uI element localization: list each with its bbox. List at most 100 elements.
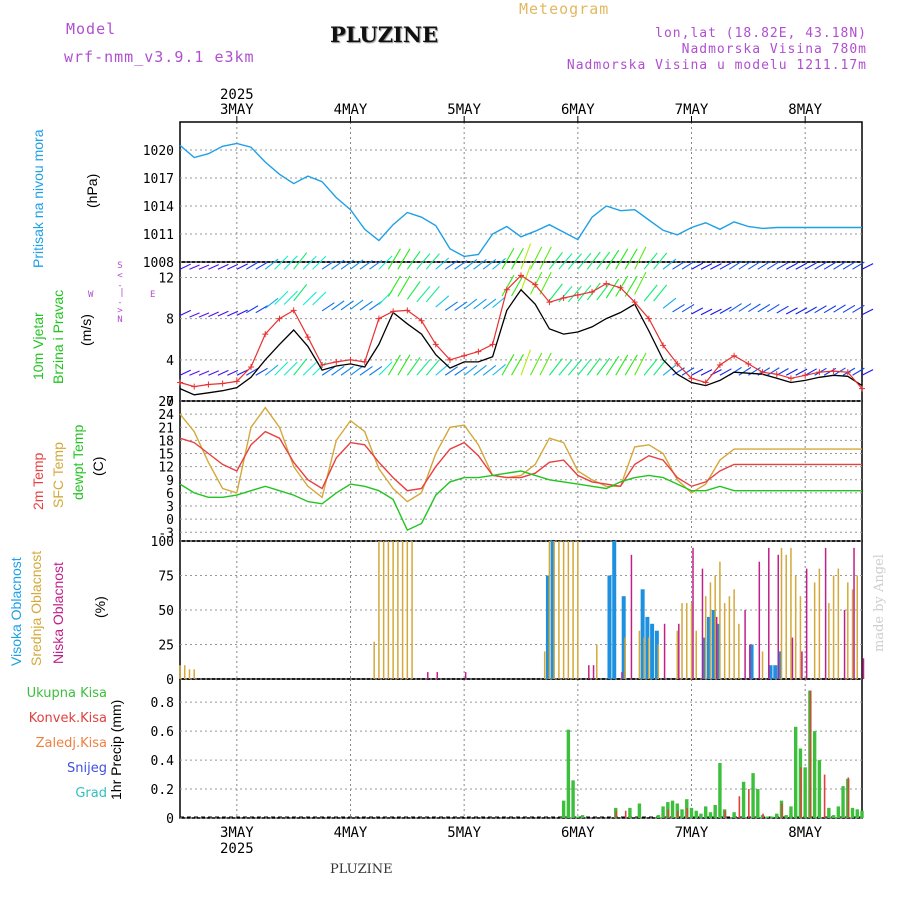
precip-total-bar	[784, 815, 788, 818]
wind-barb	[198, 312, 210, 318]
wind-barb	[596, 357, 611, 376]
precip-total-bar	[793, 726, 798, 818]
wind-barb	[454, 366, 468, 376]
wind-gust-marker	[489, 341, 496, 348]
wind-barb	[662, 364, 677, 376]
wind-barb	[643, 284, 658, 302]
wind-barb	[757, 303, 771, 313]
elevation-label: Nadmorska Visina 780m	[681, 42, 867, 57]
y-tick-label: 0	[166, 673, 174, 688]
wind-barb	[615, 248, 629, 270]
wind-barb	[331, 300, 345, 311]
wind-barb	[691, 307, 704, 315]
y-tick-label: 100	[151, 535, 174, 550]
wind-barb	[795, 262, 808, 270]
wind-barb	[359, 259, 373, 270]
cloud-high-bar	[777, 651, 782, 679]
top-day-label: 3MAY	[220, 102, 254, 118]
y-tick-label: 75	[158, 570, 174, 585]
wind-gust-marker	[191, 383, 198, 390]
cloud-high-bar	[550, 541, 555, 679]
panel-frame	[179, 678, 863, 819]
wind-barb	[350, 365, 364, 376]
wind-barb	[634, 271, 647, 295]
compass-glyph: N	[117, 315, 122, 325]
wind-barb	[700, 308, 713, 316]
precip-convective-bar	[624, 810, 627, 818]
wind-gust-marker	[532, 281, 539, 288]
precip-convective-bar	[667, 809, 670, 818]
wind-barb	[340, 300, 354, 311]
y-tick-label: 1017	[143, 172, 174, 187]
wind-barb	[350, 299, 364, 310]
cloud-high-bar	[612, 541, 617, 679]
wind-barb	[492, 257, 506, 270]
wind-barb	[340, 259, 354, 270]
wind-barb	[255, 261, 268, 270]
wind-barb	[634, 352, 647, 376]
wind-barb	[852, 261, 865, 270]
wind-gust-marker	[617, 284, 624, 291]
precip-total-bar	[680, 809, 684, 818]
precip-total-bar	[817, 760, 822, 818]
precip-total-bar	[756, 789, 760, 818]
wind-barb	[776, 305, 789, 314]
precip-total-bar	[675, 803, 679, 818]
wind-barb	[246, 305, 259, 314]
compass-east: E	[150, 290, 155, 300]
wind-barb	[738, 303, 752, 312]
wind-barb	[529, 352, 543, 376]
precip-total-bar	[566, 729, 571, 818]
wind-barb	[776, 261, 789, 270]
precip-total-bar	[770, 816, 774, 818]
bottom-day-label: 7MAY	[675, 825, 709, 841]
wind-barb	[586, 251, 601, 270]
precip-total-bar	[775, 813, 779, 818]
wind-barb	[861, 369, 874, 376]
legend-convective-rain: Konvek.Kisa	[28, 711, 107, 726]
wind-gust-marker	[716, 361, 723, 368]
top-day-label: 6MAY	[561, 102, 595, 118]
compass-glyph: -	[117, 281, 122, 291]
precip-convective-bar	[762, 813, 764, 818]
wind-barb	[378, 255, 393, 270]
y-tick-label: 6	[166, 487, 174, 502]
top-day-label: 8MAY	[788, 102, 822, 118]
compass-glyph: <	[117, 271, 123, 281]
cloud-high-bar	[702, 637, 707, 679]
wind-barb	[823, 261, 837, 270]
precip-total-bar	[751, 773, 755, 818]
wind-barb	[634, 246, 647, 270]
wind-barb	[662, 297, 677, 309]
cloud-high-bar	[706, 616, 711, 679]
y-tick-label: 24	[158, 408, 174, 423]
wind-barb	[548, 283, 563, 301]
bottom-year-label: 2025	[220, 841, 254, 857]
temp2m-line	[179, 430, 862, 492]
compass-glyph: S	[117, 261, 122, 271]
y-tick-label: 15	[158, 448, 174, 463]
lonlat-label: lon,lat (18.82E, 43.18N)	[655, 26, 867, 41]
wind-barb	[179, 369, 191, 376]
compass-glyph: -	[117, 298, 122, 308]
wind-barb	[246, 261, 259, 270]
wind-barb	[814, 261, 827, 270]
wind-barb	[501, 274, 515, 297]
precip-total-bar	[637, 803, 642, 818]
wind-barb	[274, 290, 289, 305]
model-label: Model	[66, 20, 117, 38]
footer-station: PLUZINE	[330, 862, 393, 877]
wind-barb	[321, 366, 335, 376]
wind-barb	[529, 271, 543, 295]
wind-gust-marker	[759, 369, 766, 376]
wind-gust-marker	[446, 356, 453, 363]
wind-barb	[729, 260, 742, 270]
precip-total-bar	[576, 816, 580, 818]
precip-total-bar	[860, 810, 864, 818]
wind-barb	[653, 252, 668, 270]
wind-barb	[691, 368, 704, 376]
top-year-label: 2025	[220, 87, 254, 103]
wind-gust-marker	[859, 385, 865, 392]
wind-gust-marker	[390, 308, 397, 315]
wind-barb	[511, 274, 524, 297]
